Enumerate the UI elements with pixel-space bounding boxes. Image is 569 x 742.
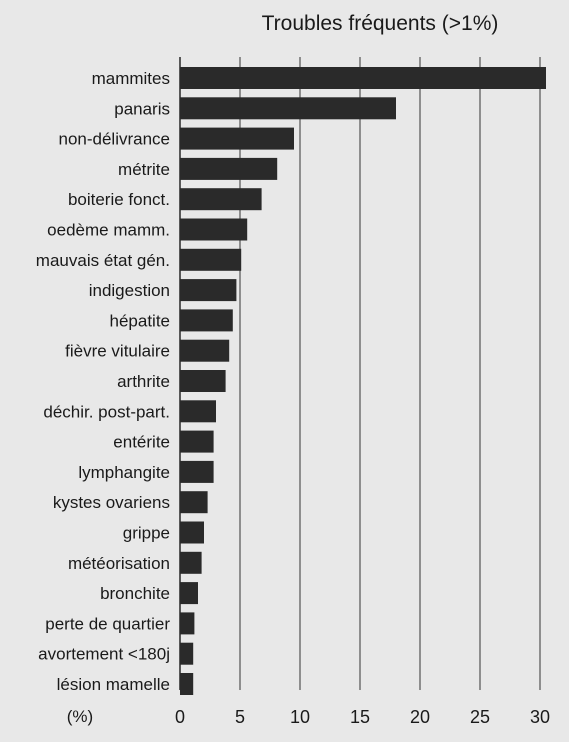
bar (180, 673, 194, 695)
category-label: entérite (113, 433, 170, 452)
bar (180, 188, 262, 211)
grid-lines (179, 57, 541, 690)
category-label: métrite (118, 160, 170, 179)
bar (180, 157, 278, 180)
category-label: déchir. post-part. (43, 402, 170, 421)
category-label: mauvais état gén. (36, 251, 170, 270)
bar (180, 642, 194, 665)
bar (180, 97, 396, 120)
x-tick-label: 20 (410, 707, 430, 727)
category-label: bronchite (100, 584, 170, 603)
bar (180, 127, 294, 150)
bar (180, 279, 237, 302)
category-label: indigestion (89, 281, 170, 300)
bar (180, 582, 198, 605)
bar (180, 460, 214, 483)
chart-title: Troubles fréquents (>1%) (261, 12, 499, 35)
category-labels: mammites panaris non-délivrance métrite boit… (36, 69, 171, 694)
bar (180, 491, 208, 514)
x-axis-ticks: 0 5 10 15 20 25 30 (175, 707, 550, 727)
bar (180, 218, 248, 241)
x-tick-label: 0 (175, 707, 185, 727)
category-label: kystes ovariens (53, 493, 170, 512)
bar (180, 339, 230, 362)
x-tick-label: 15 (350, 707, 370, 727)
bar (180, 551, 202, 574)
category-label: mammites (92, 69, 170, 88)
bar (180, 430, 214, 453)
category-label: perte de quartier (45, 614, 170, 633)
bar (180, 612, 195, 635)
bar (180, 248, 242, 271)
category-label: panaris (114, 99, 170, 118)
bar (180, 521, 204, 544)
bar (180, 67, 546, 89)
category-label: lymphangite (78, 463, 170, 482)
bar (180, 309, 233, 332)
category-label: oedème mamm. (47, 221, 170, 240)
x-axis-unit-label: (%) (67, 707, 93, 726)
category-label: lésion mamelle (57, 675, 170, 694)
x-tick-label: 5 (235, 707, 245, 727)
x-tick-label: 25 (470, 707, 490, 727)
category-label: météorisation (68, 554, 170, 573)
category-label: hépatite (110, 311, 171, 330)
category-label: arthrite (117, 372, 170, 391)
bar (180, 400, 216, 423)
bar (180, 370, 226, 392)
bars (180, 67, 546, 695)
x-tick-label: 10 (290, 707, 310, 727)
category-label: grippe (123, 524, 170, 543)
category-label: boiterie fonct. (68, 190, 170, 209)
x-tick-label: 30 (530, 707, 550, 727)
category-label: avortement <180j (38, 645, 170, 664)
category-label: fièvre vitulaire (65, 342, 170, 361)
category-label: non-délivrance (58, 130, 170, 149)
